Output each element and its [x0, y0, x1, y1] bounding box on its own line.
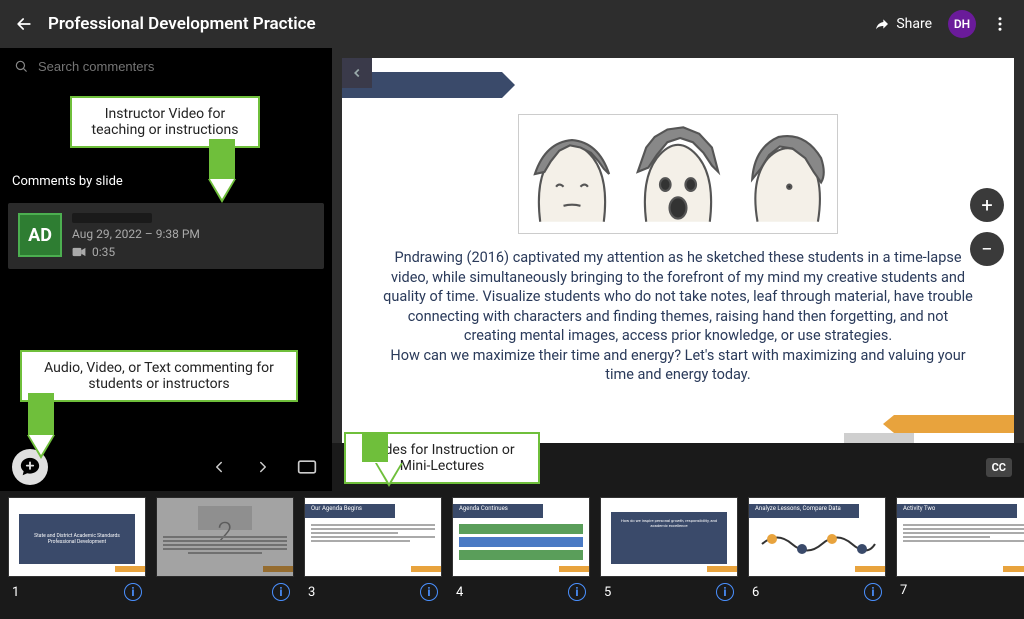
chevron-left-icon	[210, 458, 228, 476]
comments-sidebar: Instructor Video for teaching or instruc…	[0, 48, 332, 491]
thumb-content: State and District Academic Standards Pr…	[19, 514, 135, 564]
comment-duration: 0:35	[92, 245, 115, 259]
callout-commenting: Audio, Video, or Text commenting for stu…	[20, 350, 298, 402]
thumbnail-7[interactable]: Activity Two 7	[896, 497, 1024, 598]
info-icon[interactable]: i	[124, 583, 142, 601]
slide-area: 2 / 12 i + − Pndrawing (2016) capti	[332, 48, 1024, 443]
zoom-out-button[interactable]: −	[970, 232, 1004, 266]
thumb-number: 3	[308, 585, 315, 600]
app-header: Professional Development Practice Share …	[0, 0, 1024, 48]
thumb-number: 6	[752, 585, 759, 600]
prev-comment-button[interactable]	[206, 454, 232, 480]
user-avatar[interactable]: DH	[948, 10, 976, 38]
share-icon	[874, 16, 890, 32]
more-menu-button[interactable]	[988, 12, 1012, 36]
thumbnail-strip: State and District Academic Standards Pr…	[0, 491, 1024, 619]
back-button[interactable]	[12, 12, 36, 36]
comment-meta: Aug 29, 2022 – 9:38 PM 0:35	[72, 213, 200, 259]
slide-content[interactable]: Pndrawing (2016) captivated my attention…	[342, 58, 1014, 443]
slide-body-text: Pndrawing (2016) captivated my attention…	[342, 248, 1014, 415]
next-comment-button[interactable]	[250, 454, 276, 480]
info-icon[interactable]: i	[420, 583, 438, 601]
thumbnail-6[interactable]: Analyze Lessons, Compare Data 6i	[748, 497, 886, 601]
rectangle-icon	[297, 459, 317, 475]
chevron-left-icon	[350, 66, 364, 80]
sketch-face-1	[519, 115, 625, 233]
comment-name-redacted	[72, 213, 152, 223]
callout-arrow-stem	[209, 139, 235, 179]
slide-accent-gray	[844, 433, 914, 443]
closed-caption-button[interactable]: CC	[986, 458, 1012, 477]
slide-viewer: 2 / 12 i + − Pndrawing (2016) capti	[332, 48, 1024, 491]
search-input[interactable]	[38, 59, 318, 74]
speech-plus-icon	[19, 456, 41, 478]
info-icon[interactable]: i	[716, 583, 734, 601]
layout-button[interactable]	[294, 454, 320, 480]
arrow-left-icon	[14, 14, 34, 34]
slide-accent-orange	[894, 415, 1014, 433]
share-label: Share	[896, 16, 932, 32]
callout-arrow-icon-3	[375, 463, 403, 487]
comment-item[interactable]: AD Aug 29, 2022 – 9:38 PM 0:35	[8, 203, 324, 269]
info-icon[interactable]: i	[864, 583, 882, 601]
thumbnail-4[interactable]: Agenda Continues 4i	[452, 497, 590, 601]
comment-timestamp: Aug 29, 2022 – 9:38 PM	[72, 227, 200, 241]
zoom-in-button[interactable]: +	[970, 188, 1004, 222]
share-button[interactable]: Share	[874, 16, 932, 32]
thumbnail-1[interactable]: State and District Academic Standards Pr…	[8, 497, 146, 601]
video-icon	[72, 247, 86, 257]
search-bar	[0, 48, 332, 84]
thumbnail-3[interactable]: Our Agenda Begins 3i	[304, 497, 442, 601]
info-icon[interactable]: i	[272, 583, 290, 601]
main-row: Instructor Video for teaching or instruc…	[0, 48, 1024, 491]
comment-avatar: AD	[18, 213, 62, 257]
thumb-number: 5	[604, 585, 611, 600]
callout-arrow-icon	[208, 179, 236, 203]
sketch-face-2	[625, 115, 731, 233]
app-root: Professional Development Practice Share …	[0, 0, 1024, 619]
page-title: Professional Development Practice	[48, 14, 874, 34]
thumb-number: 1	[12, 585, 19, 600]
thumb-number: 7	[900, 583, 907, 598]
zoom-controls: + −	[970, 188, 1004, 266]
slide-prev-button[interactable]	[342, 58, 372, 88]
sketch-face-3	[731, 115, 837, 233]
slide-sketch-image	[518, 114, 838, 234]
chevron-right-icon	[254, 458, 272, 476]
search-icon	[14, 59, 28, 73]
callout-arrow-stem-3	[362, 432, 388, 462]
info-icon[interactable]: i	[568, 583, 586, 601]
thumbnail-2[interactable]: 2 i	[156, 497, 294, 601]
callout-arrow-stem-2	[28, 393, 54, 435]
more-vertical-icon	[991, 15, 1009, 33]
comments-heading: Comments by slide	[0, 168, 332, 195]
thumbnail-5[interactable]: How do we inspire personal growth, respo…	[600, 497, 738, 601]
thumb-number: 4	[456, 585, 463, 600]
callout-arrow-icon-2	[27, 435, 55, 459]
